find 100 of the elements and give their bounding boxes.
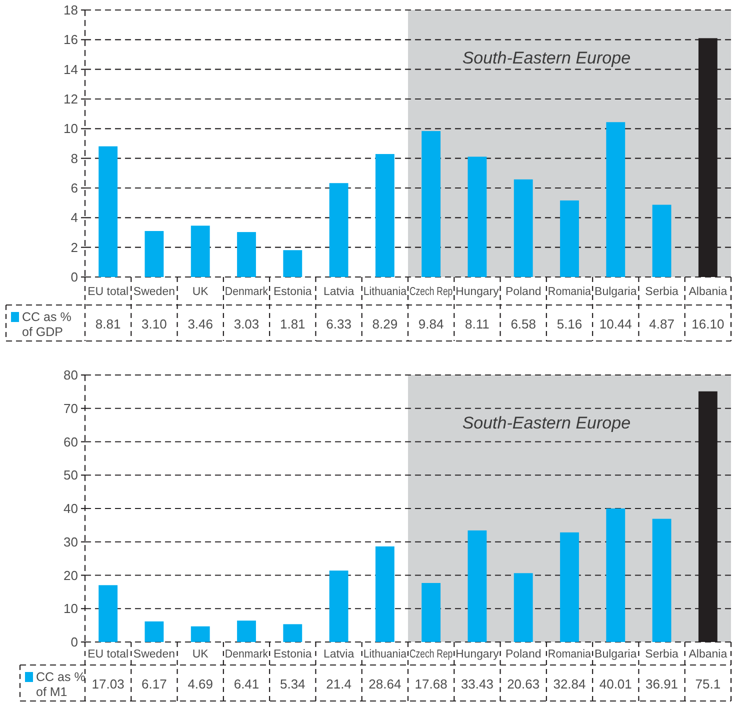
x-tick-label: EU total <box>88 286 129 298</box>
bar <box>98 585 118 642</box>
y-tick-label: 14 <box>64 62 78 77</box>
x-tick-label: Lithuania <box>363 286 410 298</box>
x-tick-label: Bulgaria <box>594 648 638 661</box>
data-label: 8.81 <box>95 316 121 332</box>
legend-label: CC as % of M1 <box>36 670 86 699</box>
x-tick-label: Denmark <box>224 648 272 661</box>
data-label: 40.01 <box>599 676 632 692</box>
data-label: 9.84 <box>418 316 444 332</box>
bar <box>652 204 672 277</box>
data-label: 5.34 <box>280 676 306 692</box>
y-tick-label: 18 <box>64 2 78 18</box>
legend-label: CC as % of GDP <box>22 310 72 339</box>
bar <box>329 183 348 277</box>
data-label: 8.11 <box>465 316 490 332</box>
data-label: 6.17 <box>142 676 167 692</box>
data-label: 16.10 <box>692 316 724 332</box>
y-tick-label: 20 <box>64 568 78 583</box>
y-tick-label: 80 <box>64 368 78 383</box>
x-tick-label: EU total <box>88 648 129 661</box>
bar <box>606 122 626 277</box>
x-tick-label: UK <box>192 286 209 298</box>
x-tick-label: Lithuania <box>363 648 410 661</box>
x-tick-label: Hungary <box>456 648 500 661</box>
bar <box>375 154 394 277</box>
data-label: 4.87 <box>649 316 674 332</box>
data-label: 6.33 <box>326 316 352 332</box>
y-tick-label: 10 <box>64 601 78 616</box>
data-label: 32.84 <box>553 676 586 692</box>
bar <box>514 179 533 277</box>
data-label: 6.58 <box>510 316 536 332</box>
bar <box>606 508 626 642</box>
data-label: 3.03 <box>234 316 260 332</box>
bar <box>283 624 302 642</box>
data-label: 1.81 <box>280 316 306 332</box>
data-label: 3.10 <box>142 316 167 332</box>
y-tick-label: 40 <box>64 501 78 516</box>
bar <box>190 226 210 277</box>
x-tick-label: Bulgaria <box>594 286 638 298</box>
data-label: 4.69 <box>188 676 214 692</box>
x-tick-label: Romania <box>548 648 594 661</box>
bar <box>190 626 210 642</box>
bar <box>237 620 256 642</box>
y-tick-label: 0 <box>70 634 78 650</box>
bar <box>560 200 579 277</box>
data-label: 5.16 <box>556 316 582 332</box>
bar <box>144 231 164 277</box>
x-tick-label: Latvia <box>323 648 355 661</box>
data-label: 8.29 <box>372 316 398 332</box>
data-label: 20.63 <box>507 676 540 692</box>
x-tick-label: Albania <box>688 648 728 661</box>
bar <box>468 530 487 642</box>
data-label: 33.43 <box>460 676 494 692</box>
y-tick-label: 4 <box>70 210 78 226</box>
x-tick-label: Sweden <box>133 648 175 661</box>
y-tick-label: 6 <box>70 180 78 196</box>
bar <box>237 232 256 277</box>
bar <box>422 131 441 277</box>
data-label: 28.64 <box>368 676 402 692</box>
x-tick-label: Serbia <box>645 286 680 298</box>
y-tick-label: 60 <box>64 434 78 450</box>
x-tick-label: Serbia <box>645 648 680 661</box>
data-label: 10.44 <box>599 316 632 332</box>
bar <box>422 582 441 642</box>
bar <box>375 546 394 642</box>
x-tick-label: Latvia <box>323 286 355 298</box>
y-tick-label: 30 <box>64 534 78 550</box>
y-tick-label: 8 <box>70 150 78 166</box>
x-tick-label: Estonia <box>273 648 312 661</box>
x-tick-label: Hungary <box>456 286 500 298</box>
data-label: 21.4 <box>326 676 352 692</box>
bar <box>329 570 348 642</box>
data-label: 17.68 <box>414 676 448 692</box>
data-label: 17.03 <box>92 676 124 692</box>
bar <box>144 621 164 642</box>
x-tick-label: Poland <box>505 286 542 298</box>
y-tick-label: 12 <box>64 92 78 107</box>
bar <box>98 146 118 277</box>
data-label: 6.41 <box>234 676 260 692</box>
x-tick-label: Estonia <box>273 286 312 298</box>
x-tick-label: UK <box>192 648 209 661</box>
x-tick-label: Denmark <box>224 286 272 298</box>
x-tick-label: Sweden <box>133 286 175 298</box>
y-tick-label: 50 <box>64 468 78 483</box>
y-tick-label: 16 <box>64 32 78 48</box>
data-label: 75.1 <box>695 676 721 692</box>
y-tick-label: 2 <box>70 240 78 255</box>
y-tick-label: 0 <box>70 270 78 285</box>
band-label: South-Eastern Europe <box>462 48 631 68</box>
bar <box>283 250 302 277</box>
bar <box>468 156 487 277</box>
bar <box>560 532 579 642</box>
bar <box>514 573 533 642</box>
y-tick-label: 10 <box>64 121 78 136</box>
x-tick-label: Romania <box>548 286 594 298</box>
data-label: 36.91 <box>646 676 678 692</box>
x-tick-label: Poland <box>505 648 542 661</box>
bar <box>652 518 672 642</box>
data-label: 3.46 <box>188 316 214 332</box>
